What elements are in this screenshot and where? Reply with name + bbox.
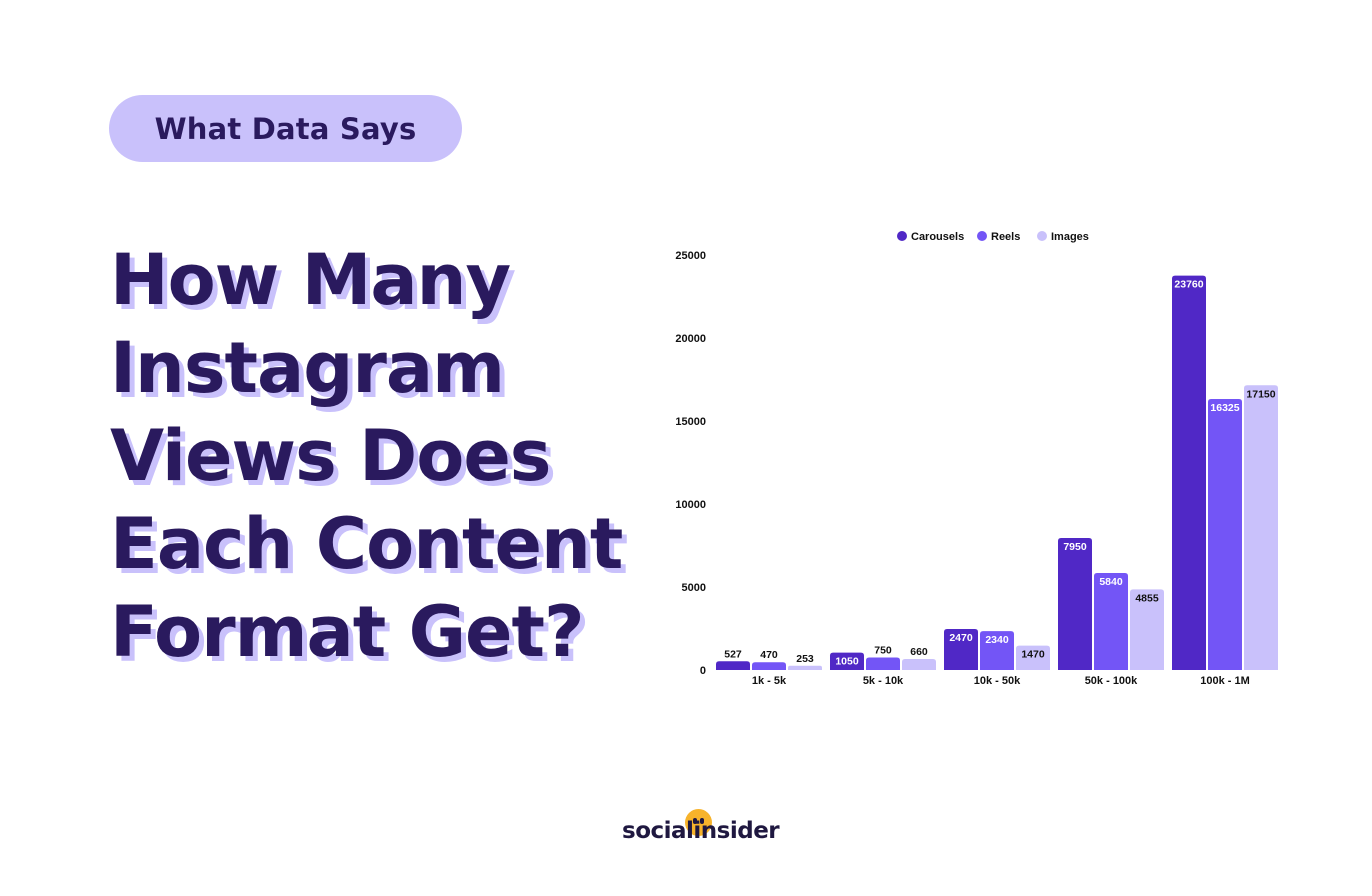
legend-marker — [977, 231, 987, 241]
headline: How Many Instagram Views Does Each Conte… — [110, 236, 650, 676]
bar — [788, 665, 822, 670]
bar — [1016, 645, 1050, 670]
data-label: 7950 — [1063, 541, 1087, 553]
bar — [1094, 573, 1128, 670]
y-tick-label: 15000 — [675, 416, 706, 428]
section-badge-label: What Data Says — [154, 111, 417, 146]
legend-marker — [1037, 231, 1047, 241]
bar — [752, 662, 786, 670]
data-label: 5840 — [1099, 576, 1123, 588]
x-tick-label: 100k - 1M — [1200, 675, 1250, 687]
headline-line: Format Get? — [110, 591, 585, 673]
bar-chart: 0 5000 10000 15000 20000 25000 Carousels Reels I… — [675, 231, 1278, 687]
x-tick-label: 1k - 5k — [752, 675, 787, 687]
headline-line: How Many — [110, 239, 511, 321]
bar — [1172, 275, 1206, 670]
bar — [1208, 399, 1242, 670]
bar — [902, 659, 936, 670]
legend-label: Reels — [991, 231, 1020, 243]
legend-label: Carousels — [911, 231, 964, 243]
legend-label: Images — [1051, 231, 1089, 243]
data-label: 2340 — [985, 634, 1009, 646]
headline-line: Views Does — [110, 415, 551, 497]
bar — [980, 631, 1014, 670]
bar — [830, 652, 864, 670]
y-tick-label: 0 — [700, 665, 706, 677]
x-tick-label: 50k - 100k — [1085, 675, 1138, 687]
brand-name: socialinsider — [622, 818, 780, 844]
brand-logo-icon — [685, 809, 712, 836]
y-tick-label: 5000 — [682, 582, 706, 594]
bar — [866, 657, 900, 670]
data-label: 16325 — [1210, 402, 1239, 414]
y-tick-label: 25000 — [675, 250, 706, 262]
x-tick-label: 10k - 50k — [974, 675, 1021, 687]
data-label: 750 — [874, 645, 892, 657]
data-label: 1050 — [835, 656, 859, 668]
y-tick-label: 10000 — [675, 499, 706, 511]
data-label: 1470 — [1021, 649, 1045, 661]
bar — [944, 628, 978, 670]
headline-line: Instagram — [110, 327, 505, 409]
data-label: 23760 — [1174, 279, 1203, 291]
bar — [1244, 385, 1278, 670]
data-label: 470 — [760, 649, 778, 661]
headline-line: Each Content — [110, 503, 623, 585]
bar — [716, 661, 750, 670]
data-label: 660 — [910, 646, 928, 658]
data-label: 4855 — [1135, 592, 1159, 604]
x-tick-label: 5k - 10k — [863, 675, 904, 687]
data-label: 17150 — [1246, 388, 1275, 400]
bar — [1130, 589, 1164, 670]
brand-logo: socialinsider — [622, 806, 822, 850]
data-label: 2470 — [949, 632, 973, 644]
data-label: 527 — [724, 648, 742, 660]
data-label: 253 — [796, 653, 814, 665]
legend-marker — [897, 231, 907, 241]
bar — [1058, 538, 1092, 670]
section-badge: What Data Says — [109, 95, 462, 162]
y-tick-label: 20000 — [675, 333, 706, 345]
